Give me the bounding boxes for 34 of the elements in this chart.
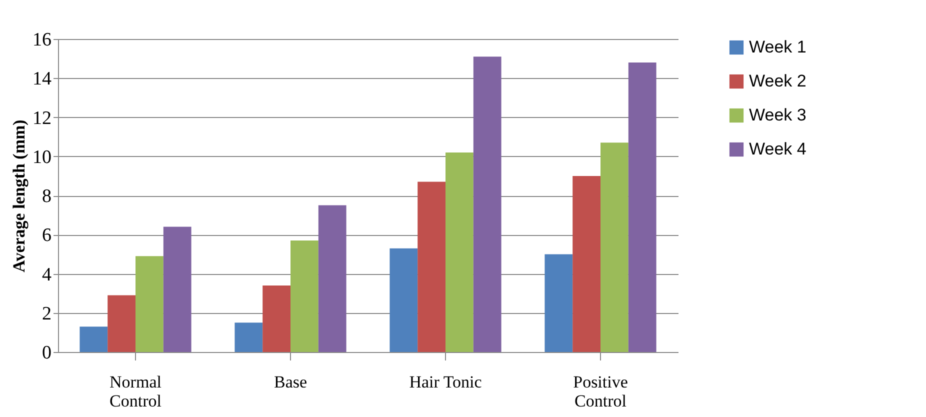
- bar: [108, 295, 136, 352]
- bar: [544, 254, 573, 352]
- x-tick-label: Positive Control: [573, 372, 628, 410]
- x-tick-label: Base: [274, 372, 308, 392]
- y-tick-label: 6: [42, 225, 52, 246]
- y-tick-label: 4: [42, 264, 52, 286]
- bar: [473, 56, 502, 352]
- bar: [418, 182, 446, 352]
- bar: [290, 240, 318, 352]
- x-tick-label: Hair Tonic: [409, 372, 482, 392]
- legend-label: Week 1: [749, 38, 806, 56]
- legend-label: Week 2: [749, 72, 806, 90]
- bar: [163, 226, 192, 352]
- y-tick-label: 14: [32, 68, 52, 90]
- x-tick-label: Normal Control: [110, 372, 162, 410]
- legend-label: Week 3: [749, 106, 806, 124]
- y-tick-label: 0: [42, 342, 52, 364]
- bar: [446, 152, 474, 352]
- legend-label: Week 4: [749, 140, 806, 158]
- bar: [600, 142, 628, 352]
- bar: [136, 256, 164, 352]
- bar: [572, 176, 600, 352]
- bar: [80, 326, 108, 352]
- y-tick-label: 10: [32, 146, 52, 168]
- bar: [390, 248, 418, 352]
- y-tick-label: 2: [42, 303, 52, 324]
- y-tick-label: 8: [42, 186, 52, 207]
- bar: [628, 62, 656, 352]
- y-tick-label: 16: [32, 30, 52, 50]
- y-tick-label: 12: [32, 108, 52, 129]
- bar: [262, 285, 290, 352]
- bar: [318, 205, 346, 352]
- y-axis-title: Average length (mm): [10, 120, 28, 272]
- bar: [234, 322, 263, 352]
